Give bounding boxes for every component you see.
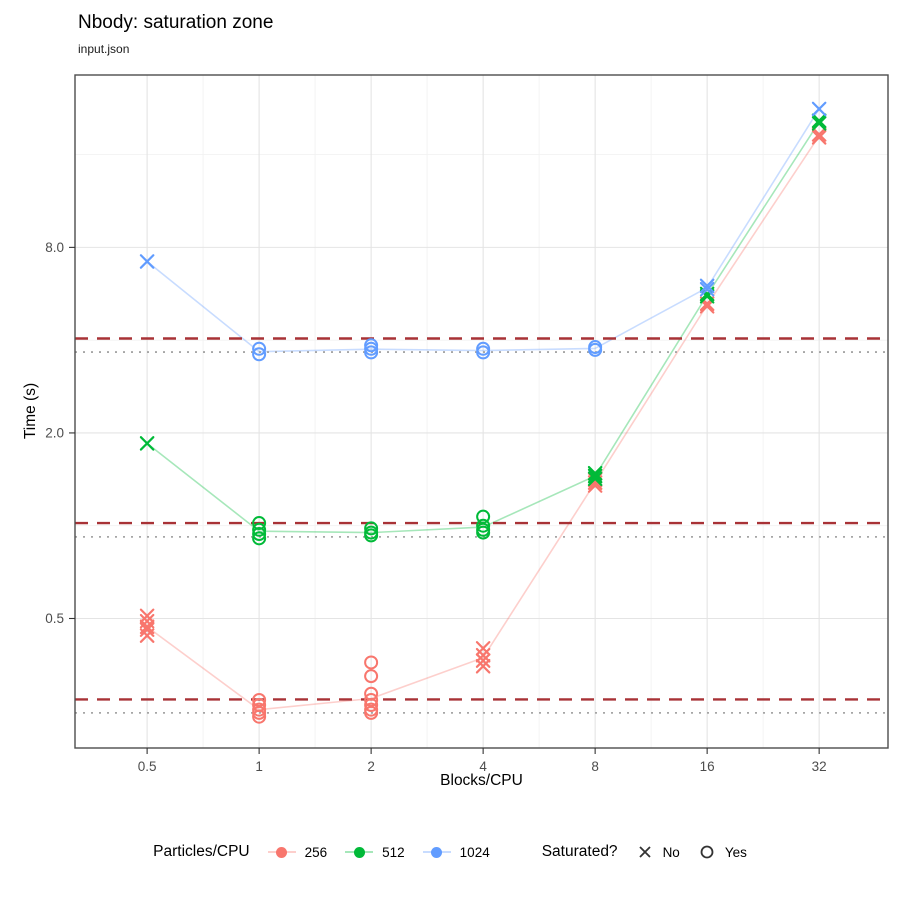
y-tick-label: 8.0 (45, 240, 64, 255)
data-point-x-1024 (699, 278, 715, 294)
data-point-x-256 (475, 658, 491, 674)
legend-label-no: No (662, 844, 680, 860)
data-point-circle-512 (476, 509, 491, 524)
data-point-circle-512 (364, 528, 379, 543)
data-point-circle-512 (364, 521, 379, 536)
x-tick-label: 2 (367, 759, 375, 774)
circle-shape-icon (698, 843, 716, 861)
panel-border (74, 74, 889, 749)
data-point-x-256 (139, 622, 155, 637)
data-point-x-256 (139, 628, 155, 643)
data-point-circle-1024 (588, 342, 603, 357)
color-key-1024-icon (422, 845, 451, 860)
data-point-x-256 (475, 653, 491, 668)
legend-label-1024: 1024 (459, 844, 490, 860)
key-dot (276, 846, 288, 858)
data-point-x-256 (699, 299, 715, 314)
data-point-circle-1024 (476, 341, 491, 356)
x-tick-label: 8 (591, 759, 599, 774)
data-point-circle-1024 (364, 345, 379, 360)
data-point-x-512 (139, 436, 155, 451)
panel-background (75, 75, 888, 748)
data-point-x-1024 (699, 281, 715, 297)
data-point-circle-256 (252, 705, 267, 720)
key-dot (431, 846, 443, 858)
data-point-circle-1024 (252, 347, 267, 362)
data-point-circle-256 (252, 709, 267, 724)
x-tick-label: 0.5 (138, 759, 157, 774)
data-point-circle-1024 (364, 341, 379, 356)
page-subtitle: input.json (78, 42, 130, 56)
data-point-x-512 (587, 471, 603, 487)
key-dot (353, 846, 365, 858)
data-point-circle-512 (252, 526, 267, 541)
legend-item-no: No (636, 843, 680, 861)
data-point-circle-512 (252, 531, 267, 546)
shape-legend-title: Saturated? (541, 843, 618, 860)
data-point-x-512 (811, 116, 827, 131)
data-point-circle-512 (476, 525, 491, 540)
data-point-x-512 (587, 468, 603, 484)
color-key-256-icon (267, 845, 296, 860)
data-point-circle-256 (364, 705, 379, 720)
data-point-x-1024 (139, 254, 155, 269)
data-point-x-256 (811, 127, 827, 142)
x-axis-title: Blocks/CPU (440, 772, 523, 789)
data-point-circle-256 (364, 697, 379, 712)
data-point-x-512 (811, 113, 827, 129)
x-tick-label: 32 (812, 759, 827, 774)
data-point-x-256 (811, 130, 827, 145)
color-legend-title: Particles/CPU (153, 843, 250, 860)
y-tick-label: 2.0 (45, 425, 64, 440)
data-point-circle-512 (252, 516, 267, 531)
data-point-circle-512 (476, 518, 491, 533)
data-point-x-256 (475, 647, 491, 663)
legend-label-512: 512 (382, 844, 405, 860)
data-point-circle-1024 (476, 345, 491, 360)
x-tick-label: 4 (479, 759, 487, 774)
scatter-plot-panel: 0.5 1 2 4 8 16 32 0.5 2.0 8.0 (45, 74, 889, 774)
legend-item-yes: Yes (698, 843, 747, 861)
legend: Particles/CPU 256 512 1024 Saturated? (0, 843, 900, 861)
color-key-512-icon (345, 845, 374, 860)
data-point-circle-512 (252, 522, 267, 537)
legend-item-1024: 1024 (422, 844, 490, 860)
legend-label-yes: Yes (724, 844, 747, 860)
x-shape-icon (636, 843, 654, 861)
page-title: Nbody: saturation zone (78, 12, 274, 33)
x-tick-label: 16 (700, 759, 715, 774)
data-point-x-256 (139, 608, 155, 624)
data-point-circle-256 (364, 655, 379, 670)
data-point-x-512 (587, 465, 603, 481)
data-point-x-1024 (811, 101, 827, 117)
data-point-circle-256 (364, 669, 379, 684)
legend-item-512: 512 (345, 845, 405, 860)
x-tick-label: 1 (255, 759, 263, 774)
legend-label-256: 256 (304, 844, 328, 860)
y-tick-label: 0.5 (45, 611, 64, 626)
data-point-circle-1024 (252, 341, 267, 356)
legend-item-256: 256 (267, 844, 328, 860)
